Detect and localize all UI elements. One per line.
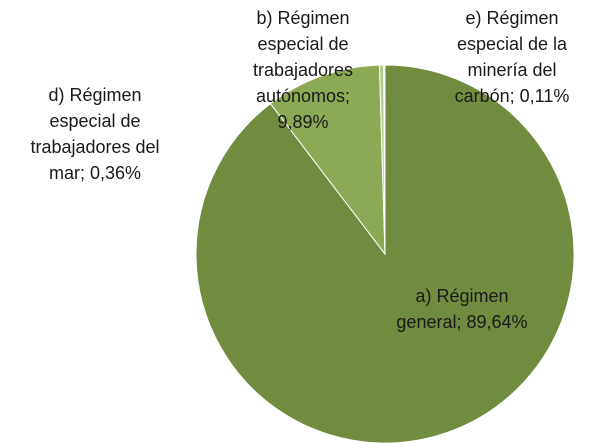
pie-slice (269, 64, 386, 256)
value-label: 9,89% (277, 112, 329, 132)
value-label: 0,36% (89, 163, 142, 183)
category-name: d) Régimen especial de trabajadores del … (30, 85, 160, 183)
category-name: e) Régimen especial de la minería del ca… (454, 8, 568, 106)
slice-label: a) Régimen general; 89,64% (387, 283, 537, 335)
value-label: 0,11% (519, 86, 570, 106)
slice-label: e) Régimen especial de la minería del ca… (445, 5, 580, 109)
value-label: 89,64% (466, 312, 528, 332)
category-name: b) Régimen especial de trabajadores autó… (252, 8, 354, 106)
category-name: a) Régimen general; (396, 286, 509, 332)
pie-slice (383, 64, 386, 255)
slice-label: d) Régimen especial de trabajadores del … (30, 82, 160, 186)
slice-label: b) Régimen especial de trabajadores autó… (241, 5, 366, 135)
